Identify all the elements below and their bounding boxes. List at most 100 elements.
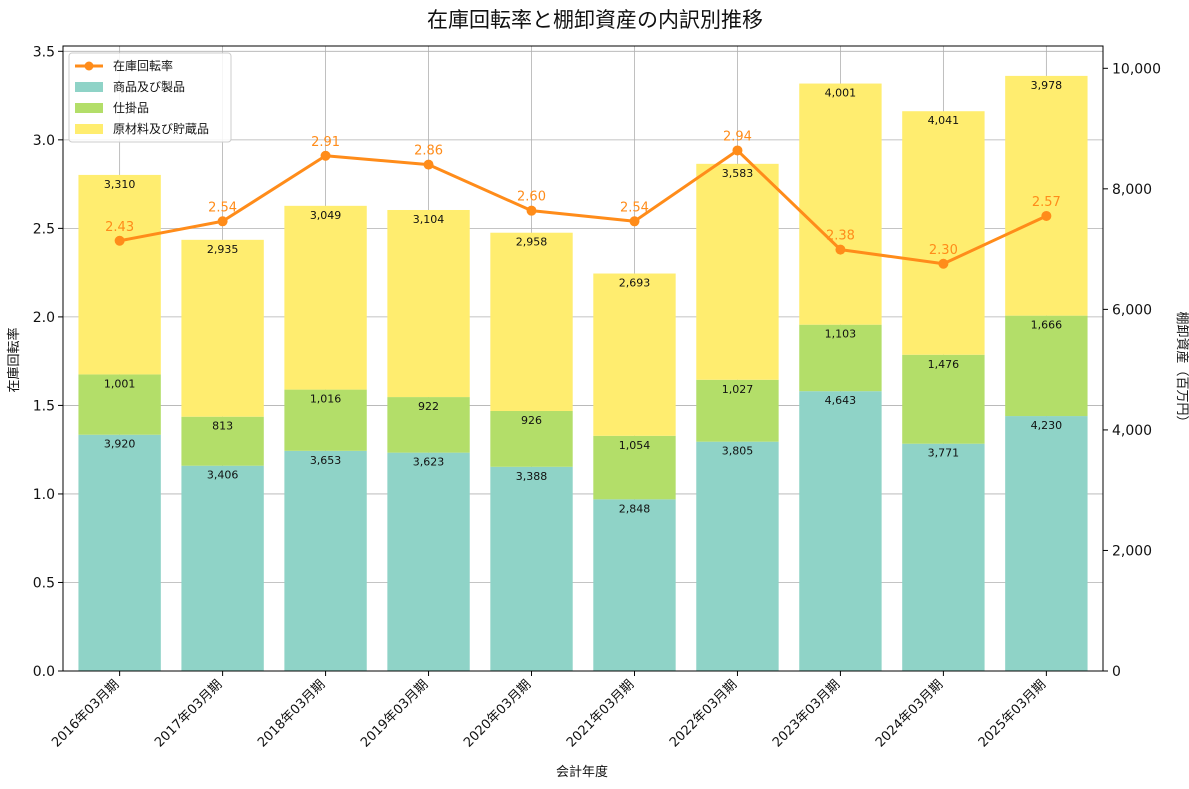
bar-value-label: 2,935 — [207, 243, 239, 256]
legend-label: 商品及び製品 — [113, 79, 185, 94]
bar-value-label: 2,958 — [516, 236, 548, 249]
y-right-tick-label: 4,000 — [1112, 423, 1152, 439]
bar-value-label: 1,476 — [928, 358, 960, 371]
y-right-tick-label: 8,000 — [1112, 182, 1152, 198]
turnover-value-label: 2.38 — [826, 229, 855, 244]
bar-value-label: 3,771 — [928, 447, 960, 460]
x-tick-label: 2016年03月期 — [49, 677, 122, 750]
bar-segment — [284, 205, 367, 390]
turnover-point — [114, 235, 125, 246]
turnover-line: 2.43 2.54 2.91 2.86 2.60 2.54 2.94 2.38 2.30 2.57 — [105, 129, 1061, 269]
legend-label: 仕掛品 — [113, 100, 149, 115]
bar-segment — [387, 452, 470, 671]
bar-segment — [799, 324, 882, 392]
turnover-value-label: 2.54 — [620, 200, 649, 215]
x-tick-label: 2019年03月期 — [358, 677, 431, 750]
turnover-value-label: 2.86 — [414, 144, 443, 159]
bar-value-label: 926 — [521, 414, 542, 427]
bar-value-label: 1,001 — [104, 377, 136, 390]
legend-label: 在庫回転率 — [113, 58, 173, 73]
bar-segment — [593, 435, 676, 500]
y-left-tick-label: 0.0 — [33, 664, 55, 680]
bar-segment — [696, 163, 779, 380]
turnover-value-label: 2.91 — [311, 135, 340, 150]
turnover-value-label: 2.43 — [105, 220, 134, 235]
bar-value-label: 3,049 — [310, 209, 342, 222]
bar-segment — [902, 354, 985, 444]
bar-value-label: 3,978 — [1031, 79, 1063, 92]
bar-segment — [78, 434, 161, 671]
legend-marker — [84, 61, 94, 71]
bar-value-label: 1,054 — [619, 439, 651, 452]
turnover-point — [320, 150, 331, 161]
bar-segment — [490, 410, 573, 467]
bar-segment — [78, 174, 161, 375]
x-tick-label: 2024年03月期 — [873, 677, 946, 750]
x-tick-label: 2023年03月期 — [770, 677, 843, 750]
y-left-tick-label: 0.5 — [33, 575, 55, 591]
bar-segment — [1005, 75, 1088, 316]
bar-value-label: 1,016 — [310, 393, 342, 406]
y-right-axis-title: 棚卸資産（百万円） — [1174, 311, 1189, 428]
turnover-value-label: 2.57 — [1032, 195, 1061, 210]
legend-patch-swatch — [75, 82, 103, 92]
turnover-point — [732, 145, 743, 156]
bar-segment — [181, 239, 264, 417]
x-tick-label: 2021年03月期 — [564, 677, 637, 750]
bar-segment — [799, 83, 882, 325]
turnover-point — [629, 216, 640, 227]
y-left-tick-label: 2.0 — [33, 310, 55, 326]
bar-labels: 3,920 3,406 3,653 3,623 3,388 2,848 3,805 4,643… — [104, 79, 1062, 515]
bar-segment — [799, 391, 882, 671]
bar-segment — [696, 441, 779, 671]
y-right-tick-label: 10,000 — [1112, 61, 1161, 77]
bar-segment — [181, 465, 264, 671]
bar-value-label: 922 — [418, 400, 439, 413]
bar-value-label: 3,805 — [722, 445, 754, 458]
bar-segment — [78, 374, 161, 435]
bar-segment — [593, 499, 676, 671]
bar-value-label: 3,583 — [722, 167, 754, 180]
bar-value-label: 4,643 — [825, 394, 857, 407]
bar-segment — [593, 273, 676, 436]
turnover-value-label: 2.54 — [208, 200, 237, 215]
y-right-tick-label: 0 — [1112, 664, 1121, 680]
turnover-point — [938, 258, 949, 269]
turnover-point — [423, 159, 434, 170]
x-axis-title: 会計年度 — [556, 764, 608, 780]
bar-value-label: 3,104 — [413, 213, 445, 226]
y-left-tick-label: 3.5 — [33, 44, 55, 60]
turnover-value-label: 2.94 — [723, 129, 752, 144]
bar-value-label: 3,310 — [104, 178, 136, 191]
bar-value-label: 3,623 — [413, 456, 445, 469]
y-left-axis-title: 在庫回転率 — [6, 327, 22, 392]
bar-value-label: 4,230 — [1031, 419, 1063, 432]
y-left-tick-label: 3.0 — [33, 133, 55, 149]
bar-segment — [387, 397, 470, 453]
bar-value-label: 813 — [212, 420, 233, 433]
y-left-tick-label: 2.5 — [33, 221, 55, 237]
legend-patch-swatch — [75, 103, 103, 113]
bar-value-label: 1,103 — [825, 328, 857, 341]
turnover-point — [1041, 210, 1052, 221]
chart-title: 在庫回転率と棚卸資産の内訳別推移 — [427, 8, 763, 32]
bar-value-label: 2,693 — [619, 277, 651, 290]
bar-value-label: 3,388 — [516, 470, 548, 483]
bar-value-label: 4,001 — [825, 87, 857, 100]
turnover-line-path — [119, 148, 1047, 266]
x-tick-label: 2025年03月期 — [976, 677, 1049, 750]
bar-segment — [696, 379, 779, 442]
bar-segment — [902, 443, 985, 671]
legend-box — [68, 52, 232, 143]
bar-segment — [284, 450, 367, 671]
turnover-point — [526, 205, 537, 216]
y-right-tick-label: 2,000 — [1112, 543, 1152, 559]
bar-value-label: 1,027 — [722, 383, 754, 396]
x-tick-label: 2022年03月期 — [667, 677, 740, 750]
bar-segment — [490, 232, 573, 411]
bar-segment — [902, 111, 985, 355]
x-tick-label: 2020年03月期 — [461, 677, 534, 750]
bar-value-label: 3,653 — [310, 454, 342, 467]
